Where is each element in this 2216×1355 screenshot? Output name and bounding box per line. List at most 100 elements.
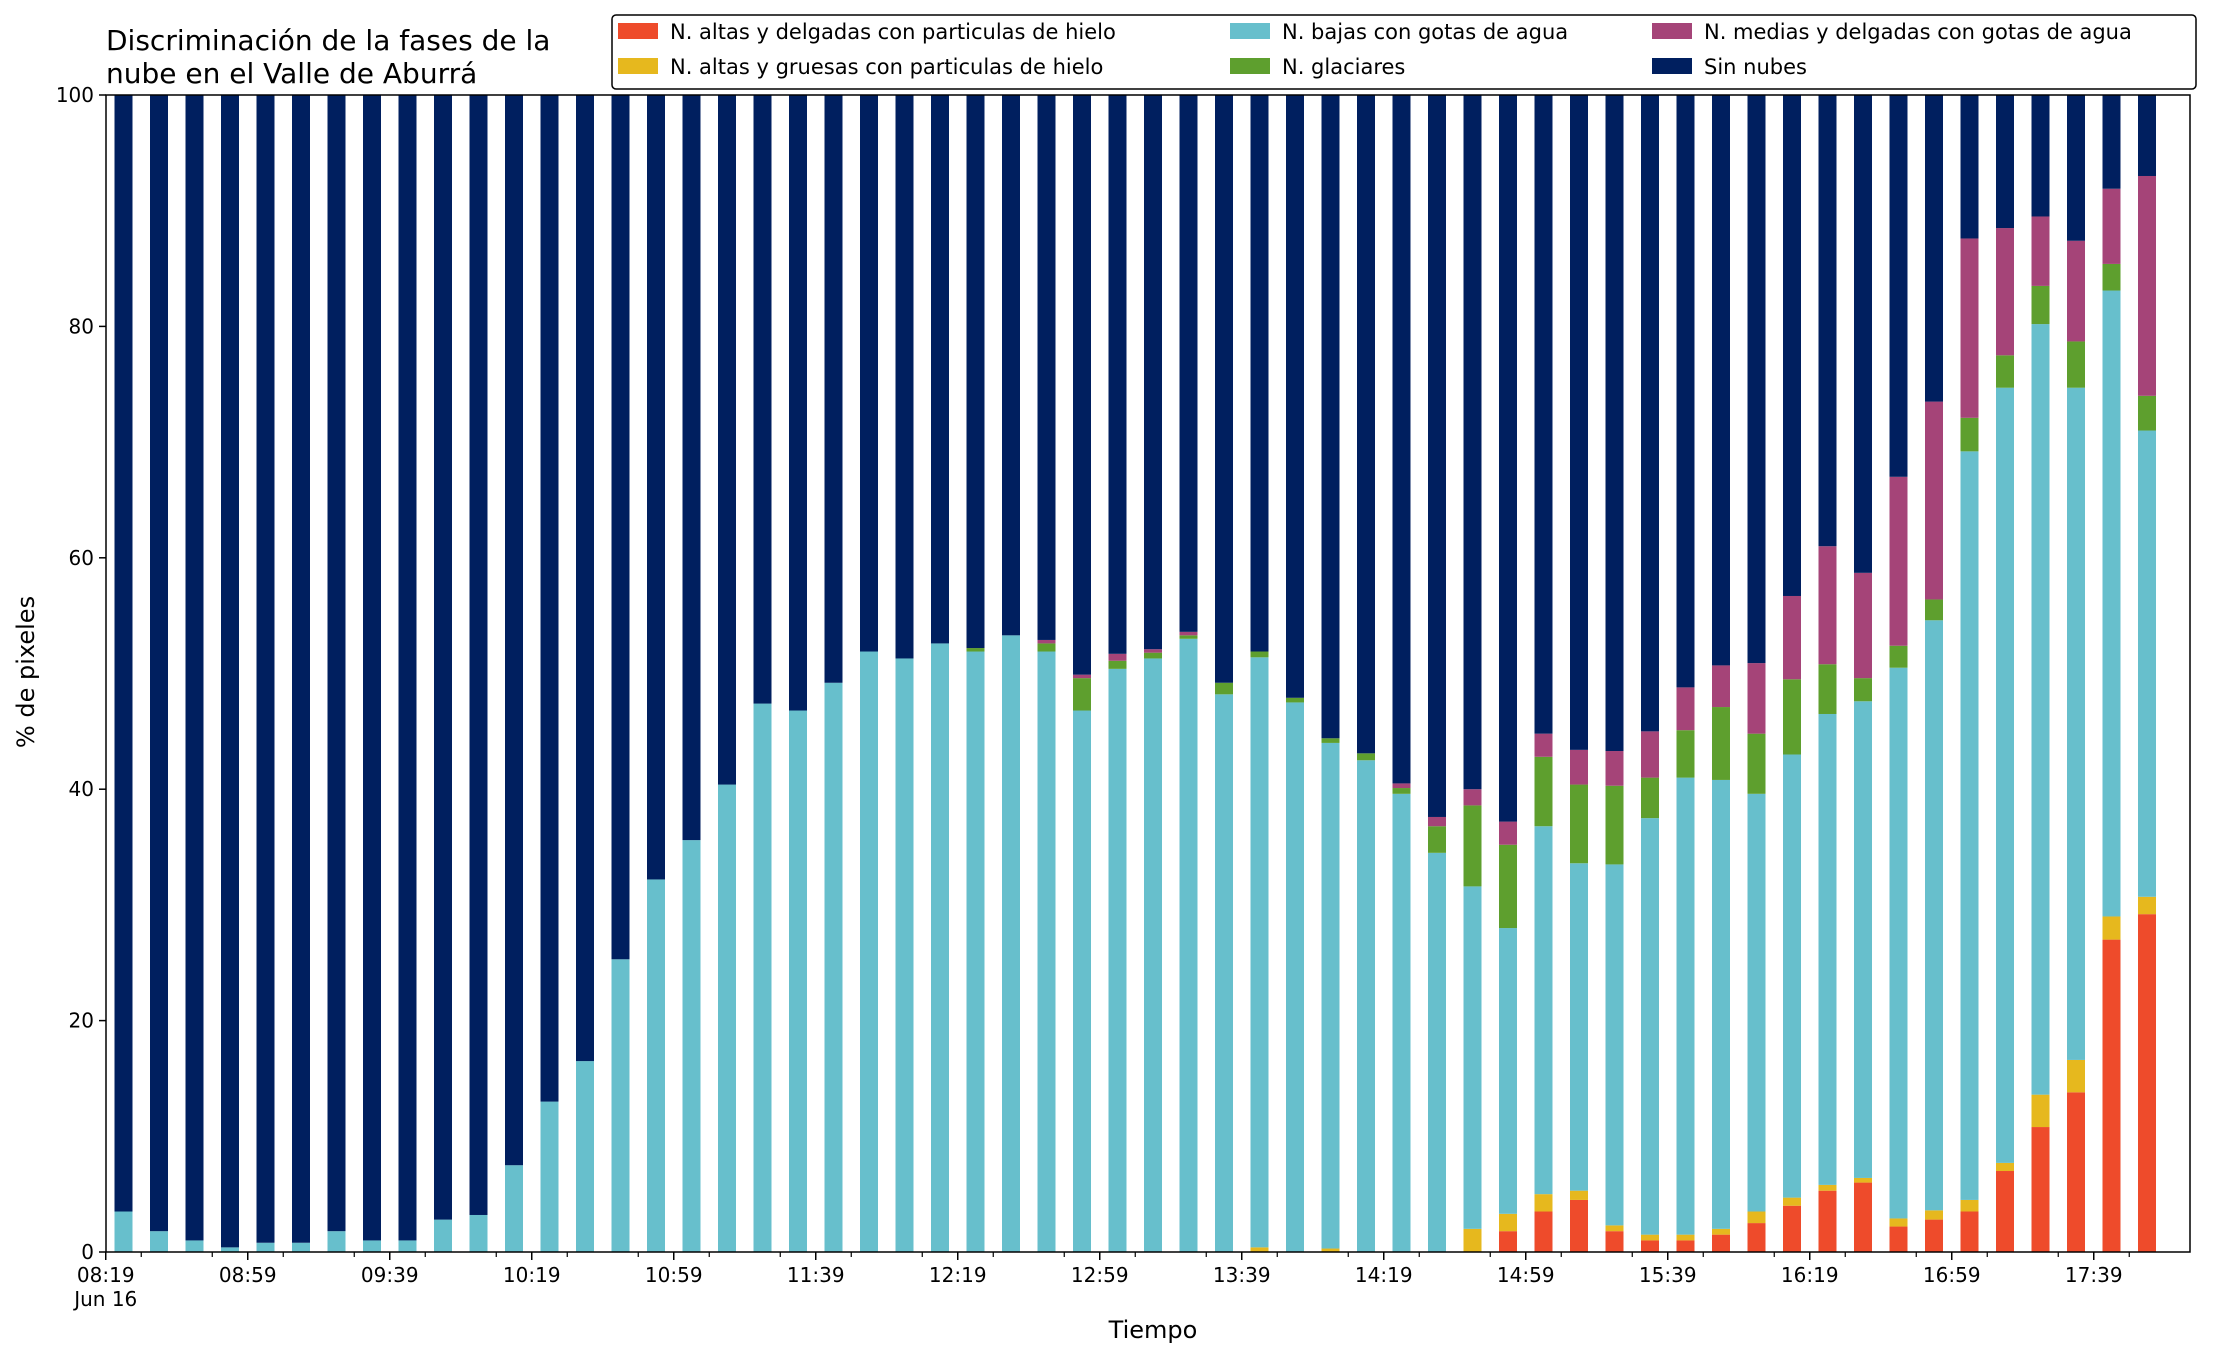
bar-segment-16:09-s2 — [1783, 754, 1801, 1198]
bar-segment-14:19-s4 — [1392, 783, 1411, 789]
bar-segment-14:09-s5 — [1357, 95, 1375, 754]
bar-segment-12:49-s2 — [1073, 710, 1091, 1252]
bar-segment-13:59-s3 — [1321, 738, 1340, 743]
legend-label: N. altas y gruesas con particulas de hie… — [670, 55, 1103, 79]
bar-segment-13:19-s3 — [1179, 635, 1198, 639]
bar-segment-15:29-s3 — [1641, 777, 1659, 819]
y-axis-label: % de pixeles — [12, 596, 40, 748]
legend-swatch — [1652, 58, 1692, 74]
bar-segment-11:19-s2 — [753, 703, 772, 1252]
bar-segment-15:49-s4 — [1712, 665, 1730, 708]
bar-segment-12:49-s5 — [1073, 95, 1091, 675]
bar-segment-13:39-s2 — [1250, 657, 1269, 1248]
bar-segment-17:39-s5 — [2102, 95, 2121, 189]
y-tick-label: 40 — [69, 777, 94, 801]
bar-segment-11:19-s5 — [753, 95, 772, 704]
bar-segment-09:49-s5 — [434, 95, 452, 1220]
bar-segment-11:09-s5 — [718, 95, 736, 785]
bar-segment-14:49-s1 — [1499, 1213, 1517, 1232]
bar-segment-09:59-s5 — [469, 95, 488, 1215]
bar-segment-15:59-s1 — [1747, 1211, 1766, 1224]
bar-segment-11:39-s5 — [824, 95, 843, 683]
bar-segment-08:29-s2 — [150, 1231, 168, 1252]
bar-segment-13:29-s3 — [1215, 682, 1233, 695]
bar-segment-08:59-s2 — [256, 1242, 275, 1252]
bar-segment-08:19-s5 — [114, 95, 133, 1212]
bar-segment-16:39-s0 — [1889, 1226, 1908, 1252]
bar-segment-14:59-s4 — [1534, 733, 1553, 757]
bar-segment-16:39-s4 — [1889, 476, 1908, 646]
bar-segment-17:39-s4 — [2102, 188, 2121, 264]
bar-segment-15:09-s4 — [1570, 749, 1588, 785]
x-tick-label: 13:39 — [1213, 1263, 1271, 1287]
bar-segment-09:29-s2 — [363, 1240, 381, 1252]
bar-segment-15:39-s0 — [1676, 1240, 1695, 1252]
bar-segment-15:49-s0 — [1712, 1234, 1730, 1252]
legend-swatch — [618, 23, 658, 39]
bar-segment-17:39-s1 — [2102, 916, 2121, 940]
bar-segment-16:09-s5 — [1783, 95, 1801, 596]
bar-segment-12:59-s4 — [1108, 653, 1127, 661]
bar-segment-15:19-s1 — [1605, 1225, 1624, 1232]
bar-segment-16:59-s1 — [1960, 1199, 1979, 1212]
bar-segment-14:19-s5 — [1392, 95, 1411, 784]
bar-segment-14:39-s3 — [1463, 805, 1482, 887]
bar-segment-14:59-s5 — [1534, 95, 1553, 734]
bar-segment-14:49-s5 — [1499, 95, 1517, 822]
bar-segment-15:59-s3 — [1747, 733, 1766, 794]
bar-segment-14:09-s2 — [1357, 760, 1375, 1252]
bar-segment-13:59-s1 — [1321, 1248, 1340, 1252]
bar-segment-16:39-s1 — [1889, 1218, 1908, 1227]
bar-segment-14:39-s4 — [1463, 789, 1482, 806]
bar-segment-08:19-s2 — [114, 1211, 133, 1252]
bar-segment-15:19-s3 — [1605, 785, 1624, 865]
bar-segment-12:29-s5 — [1002, 95, 1020, 636]
y-tick-label: 80 — [69, 314, 94, 338]
bar-segment-16:49-s1 — [1925, 1210, 1943, 1220]
bar-segment-08:49-s5 — [221, 95, 239, 1248]
bar-segment-16:49-s2 — [1925, 620, 1943, 1211]
bar-segment-14:09-s3 — [1357, 753, 1375, 761]
x-tick-label: 12:59 — [1071, 1263, 1129, 1287]
bar-segment-15:49-s3 — [1712, 707, 1730, 780]
bar-segment-16:59-s2 — [1960, 451, 1979, 1200]
bar-segment-10:19-s5 — [540, 95, 559, 1102]
bar-segment-12:29-s2 — [1002, 635, 1020, 1252]
bar-segment-13:09-s3 — [1144, 652, 1162, 659]
bar-segment-13:09-s5 — [1144, 95, 1162, 650]
bar-segment-16:19-s1 — [1818, 1184, 1837, 1191]
bar-segment-17:09-s5 — [1996, 95, 2014, 229]
bar-segment-13:19-s5 — [1179, 95, 1198, 632]
bar-segment-16:19-s5 — [1818, 95, 1837, 547]
bar-segment-14:49-s3 — [1499, 844, 1517, 929]
bar-segment-12:19-s3 — [966, 648, 985, 652]
bar-segment-16:59-s3 — [1960, 417, 1979, 452]
bar-segment-17:49-s4 — [2138, 175, 2156, 396]
bar-segment-17:39-s2 — [2102, 290, 2121, 917]
bar-segment-16:09-s3 — [1783, 679, 1801, 755]
bar-segment-17:19-s5 — [2031, 95, 2050, 217]
bar-segment-14:49-s0 — [1499, 1231, 1517, 1252]
bar-segment-16:59-s0 — [1960, 1211, 1979, 1252]
bar-segment-17:49-s0 — [2138, 914, 2156, 1252]
bar-segment-10:09-s2 — [505, 1165, 523, 1252]
bar-segment-16:19-s4 — [1818, 546, 1837, 665]
bar-segment-10:49-s5 — [647, 95, 665, 880]
legend-swatch — [618, 58, 658, 74]
bar-segment-15:39-s5 — [1676, 95, 1695, 688]
bar-segment-14:19-s2 — [1392, 793, 1411, 1252]
x-tick-label: 12:19 — [929, 1263, 987, 1287]
bar-segment-08:29-s5 — [150, 95, 168, 1232]
bar-segment-12:59-s2 — [1108, 668, 1127, 1252]
bar-segment-14:49-s2 — [1499, 928, 1517, 1214]
bar-segment-17:39-s0 — [2102, 939, 2121, 1252]
bar-segment-16:19-s0 — [1818, 1190, 1837, 1252]
x-tick-label: 16:59 — [1923, 1263, 1981, 1287]
bar-segment-15:19-s2 — [1605, 864, 1624, 1226]
bar-segment-13:09-s2 — [1144, 658, 1162, 1252]
bar-segment-15:39-s4 — [1676, 687, 1695, 731]
bar-segment-16:39-s5 — [1889, 95, 1908, 477]
bar-segment-09:39-s2 — [398, 1240, 417, 1252]
bar-segment-13:49-s2 — [1286, 702, 1304, 1252]
bar-segment-11:59-s2 — [895, 658, 914, 1252]
